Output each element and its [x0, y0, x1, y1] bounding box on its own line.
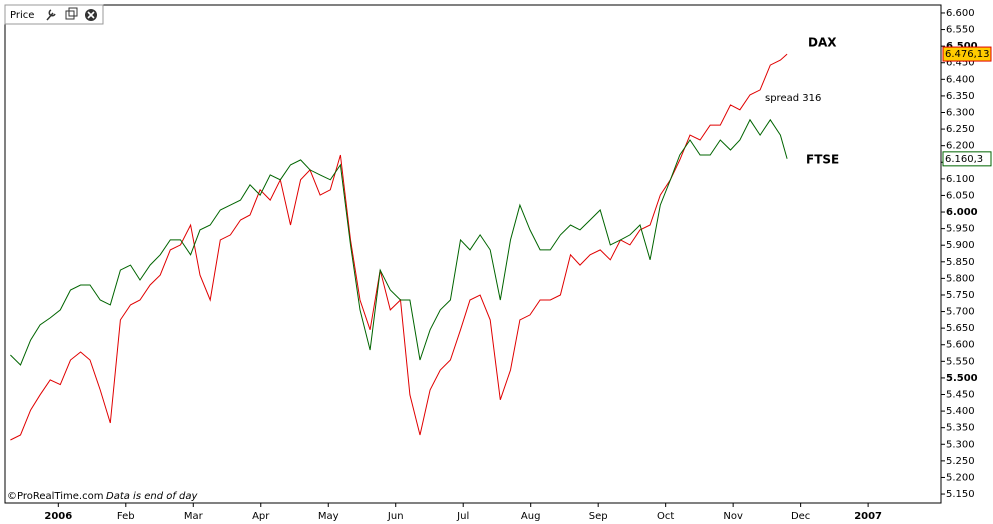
- series-label: DAX: [808, 36, 837, 50]
- x-tick-label: May: [318, 511, 339, 522]
- window-icon[interactable]: [65, 10, 75, 20]
- x-tick-label: Nov: [723, 511, 743, 522]
- x-tick-label: Mar: [184, 511, 204, 522]
- y-tick-label: 5.850: [946, 257, 975, 268]
- y-tick-label: 6.100: [946, 174, 975, 185]
- y-tick-label: 5.200: [946, 472, 975, 483]
- y-tick-label: 6.400: [946, 74, 975, 85]
- annotation: spread 316: [765, 93, 821, 104]
- panel-title: Price: [10, 10, 34, 21]
- x-tick-label: Jun: [387, 511, 404, 522]
- y-tick-label: 6.050: [946, 190, 975, 201]
- y-tick-label: 5.350: [946, 423, 975, 434]
- series-line: [10, 118, 788, 366]
- series-label: FTSE: [806, 153, 839, 167]
- y-tick-label: 6.250: [946, 124, 975, 135]
- y-tick-label: 5.600: [946, 340, 975, 351]
- y-tick-label: 5.900: [946, 240, 975, 251]
- x-tick-label: 2006: [44, 511, 72, 522]
- x-tick-label: Dec: [791, 511, 810, 522]
- price-tag-label: 6.160,3: [945, 154, 983, 165]
- y-tick-label: 5.500: [946, 373, 978, 384]
- x-tick-label: Feb: [117, 511, 135, 522]
- close-icon-x: [87, 11, 95, 19]
- y-tick-label: 5.650: [946, 323, 975, 334]
- x-tick-label: Oct: [657, 511, 674, 522]
- x-tick-label: 2007: [854, 511, 882, 522]
- x-tick-label: Apr: [252, 511, 270, 522]
- y-tick-label: 6.300: [946, 107, 975, 118]
- y-tick-label: 5.700: [946, 307, 975, 318]
- y-tick-label: 5.400: [946, 406, 975, 417]
- panel-header: Price: [4, 4, 104, 25]
- window-icon-back: [68, 7, 78, 17]
- y-tick-label: 5.150: [946, 489, 975, 500]
- y-tick-label: 6.200: [946, 141, 975, 152]
- plot-frame: [4, 4, 942, 504]
- y-tick-label: 5.250: [946, 456, 975, 467]
- y-tick-label: 6.000: [946, 207, 978, 218]
- x-tick-label: Aug: [521, 511, 541, 522]
- y-tick-label: 5.300: [946, 439, 975, 450]
- price-tag: [942, 151, 992, 167]
- note: Data is end of day: [106, 491, 199, 502]
- x-tick-label: Jul: [456, 511, 469, 522]
- y-tick-label: 5.750: [946, 290, 975, 301]
- y-tick-label: 5.800: [946, 273, 975, 284]
- x-tick-label: Sep: [589, 511, 608, 522]
- plot-lines: [10, 53, 788, 441]
- y-tick-label: 5.950: [946, 224, 975, 235]
- y-tick-label: 6.550: [946, 25, 975, 36]
- y-tick-label: 6.600: [946, 8, 975, 19]
- y-tick-label: 6.450: [946, 58, 975, 69]
- y-tick-label: 5.450: [946, 390, 975, 401]
- y-tick-label: 6.350: [946, 91, 975, 102]
- price-tag-label: 6.476,13: [945, 49, 990, 60]
- y-tick-label: 5.550: [946, 356, 975, 367]
- source: ©ProRealTime.com: [7, 491, 103, 502]
- price-tag: [942, 46, 992, 62]
- settings-icon[interactable]: [46, 9, 56, 21]
